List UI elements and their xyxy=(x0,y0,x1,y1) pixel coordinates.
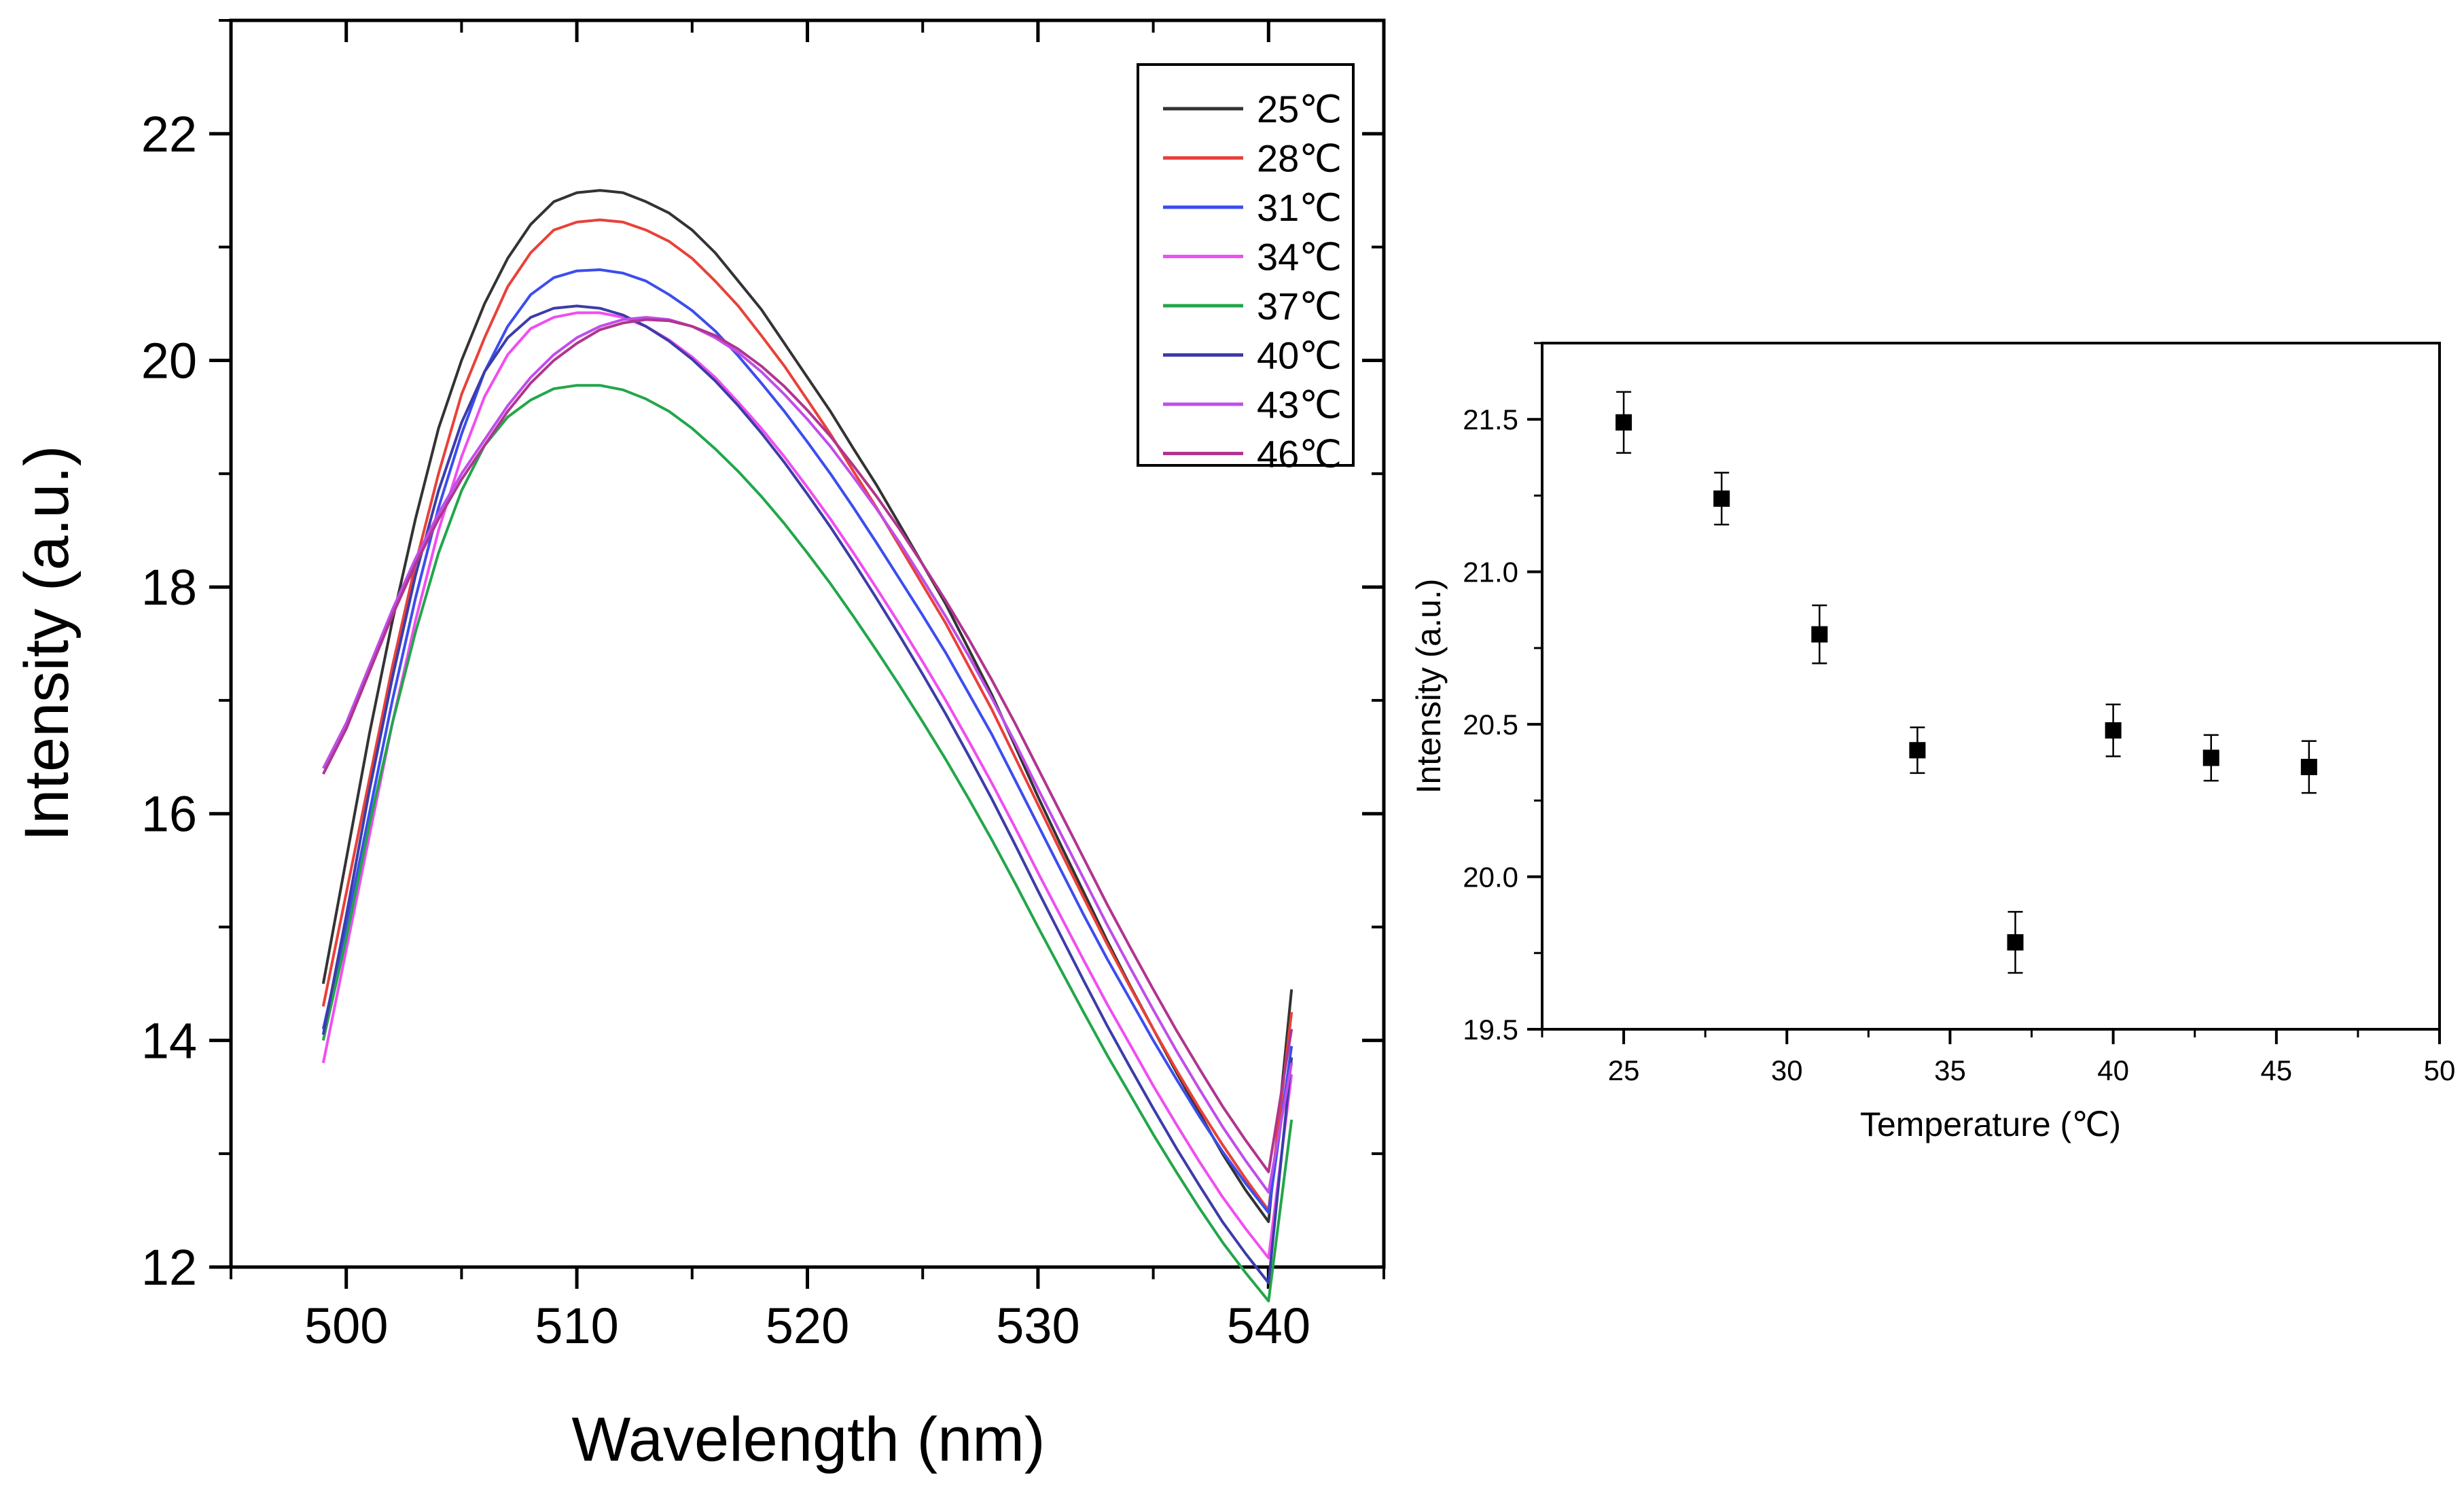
data-point-marker xyxy=(1909,742,1926,759)
legend-label: 28℃ xyxy=(1257,137,1342,180)
y-tick-label: 14 xyxy=(141,1012,197,1069)
spectra-legend-box xyxy=(1137,63,1355,467)
y-tick-label: 20.5 xyxy=(1463,709,1518,741)
x-tick-label: 530 xyxy=(996,1298,1079,1354)
data-point-marker xyxy=(1811,626,1828,643)
legend-label: 31℃ xyxy=(1257,186,1342,229)
x-tick-label: 25 xyxy=(1608,1054,1640,1086)
legend-label: 34℃ xyxy=(1257,236,1342,279)
x-tick-label: 30 xyxy=(1771,1054,1803,1086)
x-tick-label: 540 xyxy=(1227,1298,1310,1354)
x-tick-label: 35 xyxy=(1934,1054,1966,1086)
series-line-2 xyxy=(321,218,1293,1212)
legend-label: 46℃ xyxy=(1257,433,1342,476)
legend-label: 37℃ xyxy=(1257,285,1342,327)
y-tick-label: 22 xyxy=(141,106,197,162)
series-line-4 xyxy=(321,311,1293,1260)
data-point-marker xyxy=(1615,414,1632,431)
y-tick-label: 12 xyxy=(141,1239,197,1296)
series-line-6 xyxy=(321,304,1293,1285)
temperature-axis-ticks: 25 30 35 40 45 50 19.5 20.0 20.5 21.0 21.5 xyxy=(1463,342,2456,1086)
legend-label: 25℃ xyxy=(1257,88,1342,130)
y-tick-label: 20 xyxy=(141,332,197,389)
data-point-marker xyxy=(2007,934,2024,951)
temperature-y-axis-title: Intensity (a.u.) xyxy=(1410,579,1448,794)
temperature-chart: 25 30 35 40 45 50 19.5 20.0 20.5 21.0 21.5 Tempera… xyxy=(1410,342,2456,1143)
spectra-chart: 500 510 520 530 540 12 14 16 18 20 22 25℃ 28℃ 31℃ 34℃… xyxy=(12,18,1386,1474)
series-line-7 xyxy=(322,316,1293,1194)
x-tick-label: 520 xyxy=(766,1298,849,1354)
data-point-marker xyxy=(1713,490,1730,507)
y-tick-label: 21.5 xyxy=(1463,404,1518,435)
y-tick-label: 19.5 xyxy=(1463,1014,1518,1046)
temperature-plot-frame xyxy=(1541,342,2441,1031)
x-tick-label: 50 xyxy=(2424,1054,2456,1086)
spectra-legend: 25℃ 28℃ 31℃ 34℃ 37℃ 40℃ 43℃ 46℃ xyxy=(1137,63,1355,476)
y-tick-label: 20.0 xyxy=(1463,861,1518,893)
spectra-x-axis-title: Wavelength (nm) xyxy=(571,1405,1045,1474)
x-tick-label: 40 xyxy=(2097,1054,2129,1086)
spectra-axis-ticks: 500 510 520 530 540 12 14 16 18 20 22 xyxy=(141,19,1385,1354)
data-point-marker xyxy=(2105,722,2122,739)
x-tick-label: 45 xyxy=(2260,1054,2292,1086)
spectra-y-axis-title: Intensity (a.u.) xyxy=(12,446,82,842)
y-tick-label: 21.0 xyxy=(1463,556,1518,588)
x-tick-label: 510 xyxy=(535,1298,618,1354)
y-tick-label: 16 xyxy=(141,786,197,842)
data-point-marker xyxy=(2202,749,2219,766)
x-tick-label: 500 xyxy=(304,1298,388,1354)
spectra-lines xyxy=(321,189,1293,1302)
y-tick-label: 18 xyxy=(141,559,197,616)
temperature-x-axis-title: Temperature (℃) xyxy=(1860,1105,2121,1143)
data-point-marker xyxy=(2300,758,2317,775)
temperature-points xyxy=(1615,391,2317,974)
series-line-8 xyxy=(322,318,1293,1173)
legend-label: 43℃ xyxy=(1257,383,1342,426)
legend-label: 40℃ xyxy=(1257,334,1342,377)
